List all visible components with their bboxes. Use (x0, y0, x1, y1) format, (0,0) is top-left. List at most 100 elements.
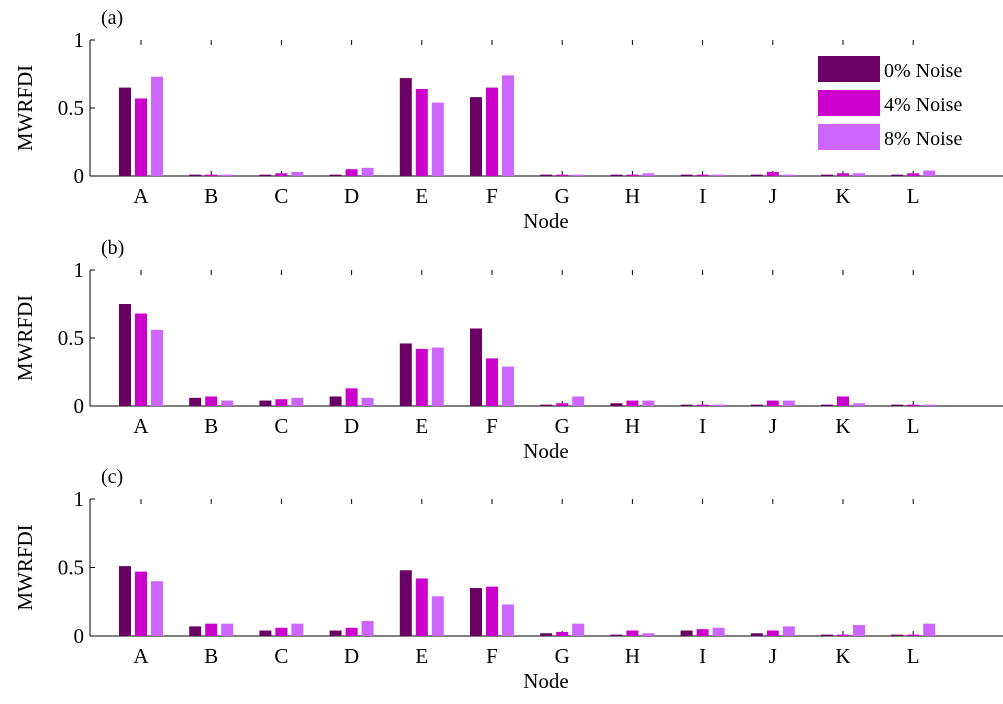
bar-e-series-2 (431, 347, 444, 406)
legend-label-2: 8% Noise (884, 128, 962, 150)
x-tick-label: B (204, 414, 218, 438)
bar-i-series-1 (696, 404, 709, 406)
x-tick-label: H (625, 184, 640, 208)
x-tick-label: C (274, 644, 288, 668)
bar-c-series-1 (275, 173, 288, 176)
x-tick-label: G (555, 644, 570, 668)
bar-d-series-0 (329, 174, 342, 176)
bar-l-series-2 (923, 404, 936, 406)
y-axis-label: MWRFDI (13, 295, 37, 381)
bar-c-series-2 (291, 171, 304, 176)
bar-l-series-0 (891, 404, 904, 406)
bar-g-series-0 (540, 633, 553, 636)
y-tick-label: 1 (74, 258, 85, 282)
x-tick-label: J (769, 184, 777, 208)
x-tick-label: K (835, 184, 850, 208)
bar-d-series-0 (329, 396, 342, 406)
chart-panel-c: 0 0.5 1 A B C D E F G H I J K L (c) Node MWRFDI (13, 466, 1003, 693)
bar-a-series-0 (119, 566, 131, 636)
bar-h-series-0 (610, 403, 623, 406)
bar-g-series-1 (556, 631, 569, 636)
bar-e-series-0 (399, 570, 412, 636)
panel-title: (c) (101, 466, 123, 488)
legend-label-0: 0% Noise (884, 60, 962, 82)
bar-a-series-1 (135, 98, 147, 176)
bar-h-series-1 (626, 400, 639, 406)
legend-label-1: 4% Noise (884, 94, 962, 116)
bar-l-series-1 (907, 634, 920, 636)
bar-b-series-2 (221, 400, 234, 406)
legend-swatch-1 (818, 90, 880, 116)
bar-e-series-1 (415, 578, 428, 636)
x-tick-label: L (907, 414, 920, 438)
bar-g-series-2 (572, 396, 585, 406)
legend-swatch-0 (818, 56, 880, 82)
bar-c-series-2 (291, 397, 304, 406)
bar-c-series-0 (259, 174, 272, 176)
x-tick-label: D (344, 644, 359, 668)
bar-b-series-0 (189, 174, 202, 176)
chart-panel-a: 0 0.5 1 A B C D E F G H I J K L (a) Node MWRFDI (13, 7, 1003, 233)
bar-f-series-1 (486, 358, 498, 406)
x-tick-label: D (344, 414, 359, 438)
y-tick-label: 0.5 (58, 96, 84, 120)
bar-j-series-2 (782, 174, 795, 176)
bar-j-series-2 (782, 400, 795, 406)
bar-g-series-0 (540, 174, 553, 176)
y-tick-label: 0 (74, 164, 85, 188)
bar-i-series-0 (680, 404, 693, 406)
bar-b-series-2 (221, 623, 234, 636)
bar-b-series-2 (221, 174, 234, 176)
x-tick-label: D (344, 184, 359, 208)
bar-a-series-0 (119, 87, 131, 176)
bar-c-series-1 (275, 627, 288, 636)
bar-k-series-2 (853, 403, 865, 406)
bar-j-series-2 (782, 626, 795, 636)
bar-f-series-0 (470, 588, 482, 636)
bar-k-series-0 (821, 174, 833, 176)
bar-l-series-2 (923, 170, 936, 176)
x-tick-label: B (204, 184, 218, 208)
bar-d-series-1 (345, 388, 358, 406)
y-tick-label: 0.5 (58, 556, 84, 580)
bar-c-series-1 (275, 399, 288, 406)
bar-c-series-0 (259, 400, 272, 406)
bar-a-series-2 (151, 329, 163, 406)
bar-b-series-0 (189, 626, 202, 636)
bar-l-series-0 (891, 634, 904, 636)
bar-a-series-2 (151, 581, 163, 636)
bar-f-series-2 (502, 366, 514, 406)
x-tick-label: E (415, 414, 428, 438)
x-tick-label: G (555, 184, 570, 208)
bar-j-series-1 (766, 630, 779, 636)
bar-d-series-0 (329, 630, 342, 636)
bar-b-series-1 (205, 396, 218, 406)
bar-a-series-1 (135, 571, 147, 636)
bar-k-series-0 (821, 404, 833, 406)
bar-g-series-1 (556, 403, 569, 406)
bar-c-series-0 (259, 630, 272, 636)
bar-d-series-2 (361, 620, 374, 636)
bar-k-series-1 (837, 396, 849, 406)
x-tick-label: A (133, 414, 149, 438)
y-tick-label: 0 (74, 394, 85, 418)
bar-a-series-0 (119, 304, 131, 406)
x-tick-label: F (486, 644, 498, 668)
x-tick-label: L (907, 644, 920, 668)
x-tick-label: J (769, 414, 777, 438)
y-axis-label: MWRFDI (13, 65, 37, 151)
bar-g-series-0 (540, 404, 553, 406)
panel-title: (a) (101, 7, 123, 29)
bar-k-series-2 (853, 173, 865, 176)
y-tick-label: 1 (74, 28, 85, 52)
bar-i-series-2 (712, 404, 725, 406)
bar-d-series-1 (345, 169, 358, 176)
bar-d-series-2 (361, 397, 374, 406)
bar-f-series-0 (470, 97, 482, 176)
bar-j-series-1 (766, 171, 779, 176)
x-axis-label: Node (523, 439, 569, 463)
bar-e-series-0 (399, 78, 412, 176)
bar-e-series-2 (431, 102, 444, 176)
